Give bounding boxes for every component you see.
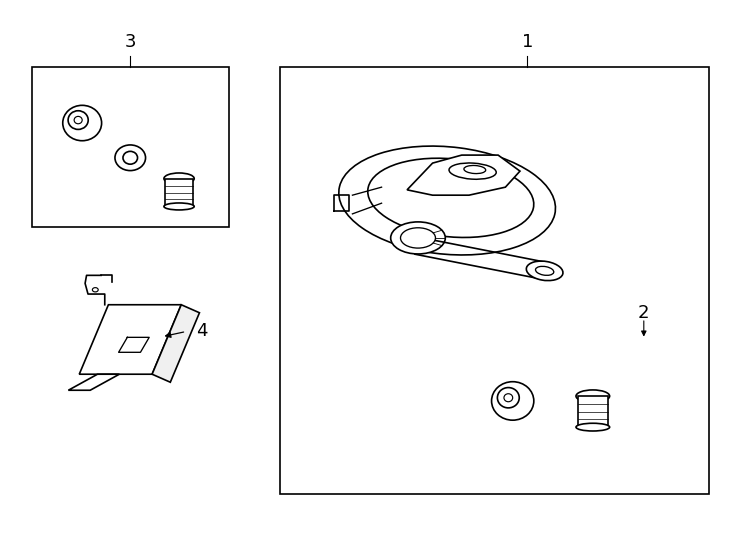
Ellipse shape [92, 288, 98, 292]
Ellipse shape [576, 390, 610, 402]
Polygon shape [152, 305, 200, 382]
Ellipse shape [68, 111, 88, 130]
Ellipse shape [498, 388, 519, 408]
Ellipse shape [492, 382, 534, 420]
Ellipse shape [164, 173, 195, 184]
Polygon shape [68, 374, 120, 390]
Ellipse shape [62, 105, 101, 141]
Ellipse shape [74, 117, 82, 124]
Polygon shape [79, 305, 181, 374]
Ellipse shape [464, 165, 486, 173]
Ellipse shape [164, 203, 195, 210]
Polygon shape [407, 155, 520, 195]
Ellipse shape [390, 222, 446, 254]
Ellipse shape [115, 145, 145, 171]
Ellipse shape [449, 163, 496, 179]
Ellipse shape [504, 394, 512, 402]
Text: 3: 3 [125, 33, 136, 51]
Ellipse shape [576, 423, 610, 431]
Ellipse shape [123, 151, 137, 164]
Text: 4: 4 [196, 322, 207, 340]
Bar [280, 67, 709, 495]
Ellipse shape [368, 158, 534, 238]
Bar [165, 179, 193, 206]
Ellipse shape [339, 146, 556, 255]
Ellipse shape [526, 261, 563, 281]
Bar [32, 67, 228, 227]
Text: 1: 1 [522, 33, 533, 51]
Ellipse shape [401, 228, 435, 248]
Text: 2: 2 [638, 304, 650, 322]
Ellipse shape [536, 266, 553, 275]
Bar [578, 396, 608, 427]
